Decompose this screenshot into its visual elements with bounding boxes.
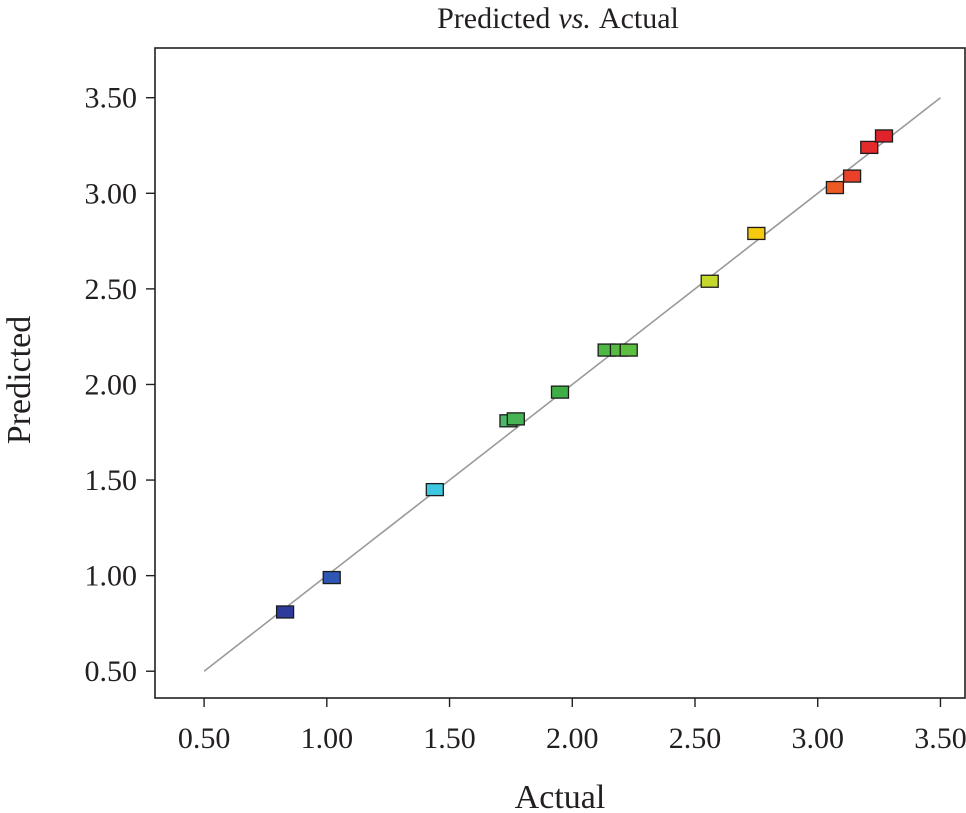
data-point-15 bbox=[874, 129, 894, 143]
data-point-6 bbox=[550, 385, 570, 399]
y-tick-label-5: 2.50 bbox=[85, 273, 138, 306]
chart-title: Predicted vs. Actual bbox=[437, 2, 679, 35]
x-tick-label-1: 0.50 bbox=[178, 722, 231, 755]
x-tick-label-3: 1.50 bbox=[423, 722, 476, 755]
data-point-5 bbox=[506, 412, 525, 426]
data-points-layer bbox=[275, 129, 894, 619]
x-tick-label-6: 3.00 bbox=[791, 722, 844, 755]
x-tick-label-7: 3.50 bbox=[914, 722, 966, 755]
data-point-3 bbox=[425, 482, 444, 497]
x-axis-ticks: 0.50 1.00 1.50 2.00 2.50 3.00 3.50 bbox=[178, 698, 966, 755]
chart-title-main: Predicted bbox=[437, 2, 550, 35]
y-tick-label-4: 2.00 bbox=[85, 368, 138, 401]
data-point-2 bbox=[322, 570, 341, 585]
data-point-14 bbox=[860, 140, 879, 155]
x-tick-label-5: 2.50 bbox=[669, 722, 722, 755]
x-tick-label-4: 2.00 bbox=[546, 722, 599, 755]
data-point-9 bbox=[619, 343, 638, 357]
y-tick-label-6: 3.00 bbox=[85, 177, 138, 210]
plot-frame bbox=[154, 47, 966, 699]
data-point-1 bbox=[275, 605, 295, 619]
chart-title-italic: vs. bbox=[558, 2, 591, 35]
x-tick-label-2: 1.00 bbox=[301, 722, 354, 755]
data-point-11 bbox=[747, 226, 766, 241]
data-point-13 bbox=[842, 169, 862, 183]
x-axis-label: Actual bbox=[515, 779, 606, 813]
y-tick-label-1: 0.50 bbox=[85, 655, 138, 688]
y-tick-label-7: 3.50 bbox=[85, 82, 138, 115]
y-axis-label: Predicted bbox=[1, 316, 38, 444]
y-tick-label-2: 1.00 bbox=[85, 560, 138, 593]
data-point-10 bbox=[700, 274, 719, 288]
y-axis-ticks: 0.50 1.00 1.50 2.00 2.50 3.00 3.50 bbox=[85, 82, 155, 688]
chart-title-suffix: Actual bbox=[599, 2, 679, 35]
y-tick-label-3: 1.50 bbox=[85, 464, 138, 497]
data-point-12 bbox=[825, 180, 845, 195]
